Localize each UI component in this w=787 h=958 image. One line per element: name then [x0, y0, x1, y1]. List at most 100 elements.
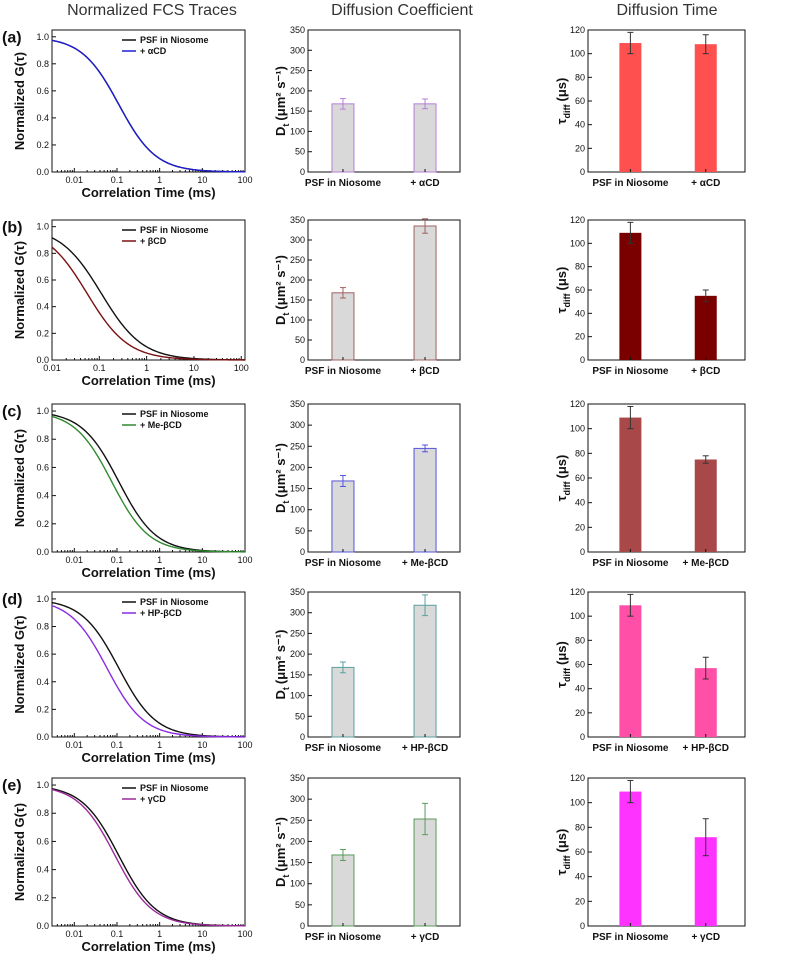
panel-label: (c): [2, 403, 22, 420]
fcs-ytick-label: 0.8: [36, 434, 49, 444]
dtime-ytick-label: 0: [580, 732, 585, 742]
dcoef-ytick-label: 350: [290, 215, 305, 225]
dcoef-ytick-label: 250: [290, 66, 305, 76]
dtime-plot-frame: [587, 777, 746, 927]
fcs-legend-label-1: + βCD: [140, 236, 167, 246]
fcs-ytick-label: 0.8: [36, 622, 49, 632]
dcoef-category-label-0: PSF in Niosome: [305, 558, 382, 569]
dcoef-bar-1: [413, 103, 437, 173]
dcoef-category-label-1: + βCD: [410, 366, 439, 377]
fcs-xtick-label: 100: [234, 363, 249, 373]
dtime-category-label-1: + Me-βCD: [683, 558, 729, 569]
dtime-ytick-label: 120: [570, 773, 585, 783]
dcoef-ytick-label: 250: [290, 255, 305, 265]
dcoef-ytick-label: 250: [290, 441, 305, 451]
dtime-ylabel-sub: diff: [562, 667, 572, 682]
dtime-ylabel: τdiff (μs): [554, 641, 572, 688]
dcoef-ylabel-sub: t: [281, 875, 291, 878]
dcoef-ytick-label: 200: [290, 836, 305, 846]
fcs-xtick-label: 0.01: [66, 740, 84, 750]
dtime-ytick-label: 0: [580, 167, 585, 177]
dcoef-ylabel-unit: (μm² s⁻¹): [273, 443, 288, 498]
dcoef-ytick-label: 50: [295, 335, 305, 345]
fcs-xlabel: Correlation Time (ms): [81, 565, 215, 580]
dcoef-category-label-0: PSF in Niosome: [305, 743, 382, 754]
dcoef-ylabel: Dt (μm² s⁻¹): [273, 630, 291, 700]
dtime-category-label-1: + γCD: [691, 932, 720, 943]
fcs-ytick-label: 0.0: [36, 921, 49, 931]
dtime-ylabel-unit: (μs): [554, 641, 569, 665]
dcoef-ytick-label: 350: [290, 25, 305, 35]
dtime-ylabel: τdiff (μs): [554, 78, 572, 125]
dtime-ytick-label: 60: [575, 285, 585, 295]
fcs-xlabel: Correlation Time (ms): [81, 750, 215, 765]
dcoef-category-label-0: PSF in Niosome: [305, 178, 382, 189]
dtime-bar-1: [694, 295, 717, 360]
dcoef-ylabel: Dt (μm² s⁻¹): [273, 255, 291, 325]
dcoef-ytick-label: 50: [295, 526, 305, 536]
dcoef-ylabel-symbol: D: [273, 127, 288, 136]
dtime-bar-1: [694, 668, 717, 737]
dtime-ytick-label: 20: [575, 143, 585, 153]
fcs-xtick-label: 100: [237, 555, 252, 565]
dtime-ytick-label: 20: [575, 708, 585, 718]
panel-row-2: (b) 0.0 0.2 0.4 0.6 0.8 1.0 0.01 0.1 1 10 100 PSF in…: [2, 215, 746, 388]
dtime-ylabel-symbol: τ: [554, 118, 569, 124]
fcs-series-line-1: [51, 605, 246, 738]
dcoef-ytick-label: 150: [290, 670, 305, 680]
dcoef-plot-frame: [307, 591, 461, 738]
fcs-xtick-label: 0.1: [111, 740, 124, 750]
dtime-ytick-label: 100: [570, 49, 585, 59]
dcoef-ytick-label: 100: [290, 126, 305, 136]
panel-label: (a): [2, 29, 22, 46]
dcoef-category-label-0: PSF in Niosome: [305, 366, 382, 377]
dtime-bar-1: [694, 44, 717, 173]
dcoef-category-label-1: + Me-βCD: [402, 558, 448, 569]
dcoef-ytick-label: 300: [290, 794, 305, 804]
dtime-ytick-label: 40: [575, 498, 585, 508]
dcoef-ytick-label: 200: [290, 462, 305, 472]
fcs-ytick-label: 0.4: [36, 677, 49, 687]
dcoef-ylabel-unit: (μm² s⁻¹): [273, 630, 288, 685]
dcoef-ytick-label: 250: [290, 815, 305, 825]
dtime-ytick-label: 0: [580, 921, 585, 931]
dcoef-ytick-label: 200: [290, 649, 305, 659]
dtime-ytick-label: 40: [575, 120, 585, 130]
fcs-xtick-label: 1: [157, 929, 162, 939]
dtime-plot-frame: [587, 591, 746, 738]
dcoef-ytick-label: 350: [290, 773, 305, 783]
fcs-xtick-label: 10: [197, 555, 207, 565]
dtime-ytick-label: 120: [570, 215, 585, 225]
dtime-ylabel-unit: (μs): [554, 455, 569, 479]
dtime-ytick-label: 80: [575, 822, 585, 832]
dtime-bar-0: [619, 605, 642, 737]
dtime-ylabel-sub: diff: [562, 104, 572, 119]
dtime-category-label-1: + αCD: [691, 178, 720, 189]
fcs-ytick-label: 1.0: [36, 32, 49, 42]
fcs-legend-label-0: PSF in Niosome: [140, 35, 209, 45]
fcs-xtick-label: 1: [157, 740, 162, 750]
fcs-xtick-label: 10: [197, 175, 207, 185]
dtime-ytick-label: 0: [580, 355, 585, 365]
dtime-bar-1: [694, 837, 717, 926]
dcoef-plot-frame: [307, 29, 461, 173]
fcs-ytick-label: 0.6: [36, 649, 49, 659]
dtime-ylabel: τdiff (μs): [554, 829, 572, 876]
fcs-ylabel: Normalized G(τ): [12, 429, 27, 527]
fcs-ytick-label: 0.8: [36, 808, 49, 818]
dcoef-category-label-1: + αCD: [410, 178, 439, 189]
dcoef-ylabel-unit: (μm² s⁻¹): [273, 66, 288, 121]
panel-row-5: (e) 0.0 0.2 0.4 0.6 0.8 1.0 0.01 0.1 1 10 100 PSF in…: [2, 773, 746, 954]
dtime-ylabel-sub: diff: [562, 293, 572, 308]
dcoef-ytick-label: 50: [295, 711, 305, 721]
dcoef-plot-frame: [307, 403, 461, 553]
fcs-series-line-0: [51, 414, 246, 553]
dtime-ytick-label: 120: [570, 399, 585, 409]
dtime-bar-0: [619, 43, 642, 173]
dtime-ylabel: τdiff (μs): [554, 455, 572, 502]
dtime-plot-frame: [587, 29, 746, 173]
dtime-category-label-0: PSF in Niosome: [592, 178, 669, 189]
fcs-legend-label-0: PSF in Niosome: [140, 783, 209, 793]
fcs-series-line-1: [51, 415, 246, 553]
